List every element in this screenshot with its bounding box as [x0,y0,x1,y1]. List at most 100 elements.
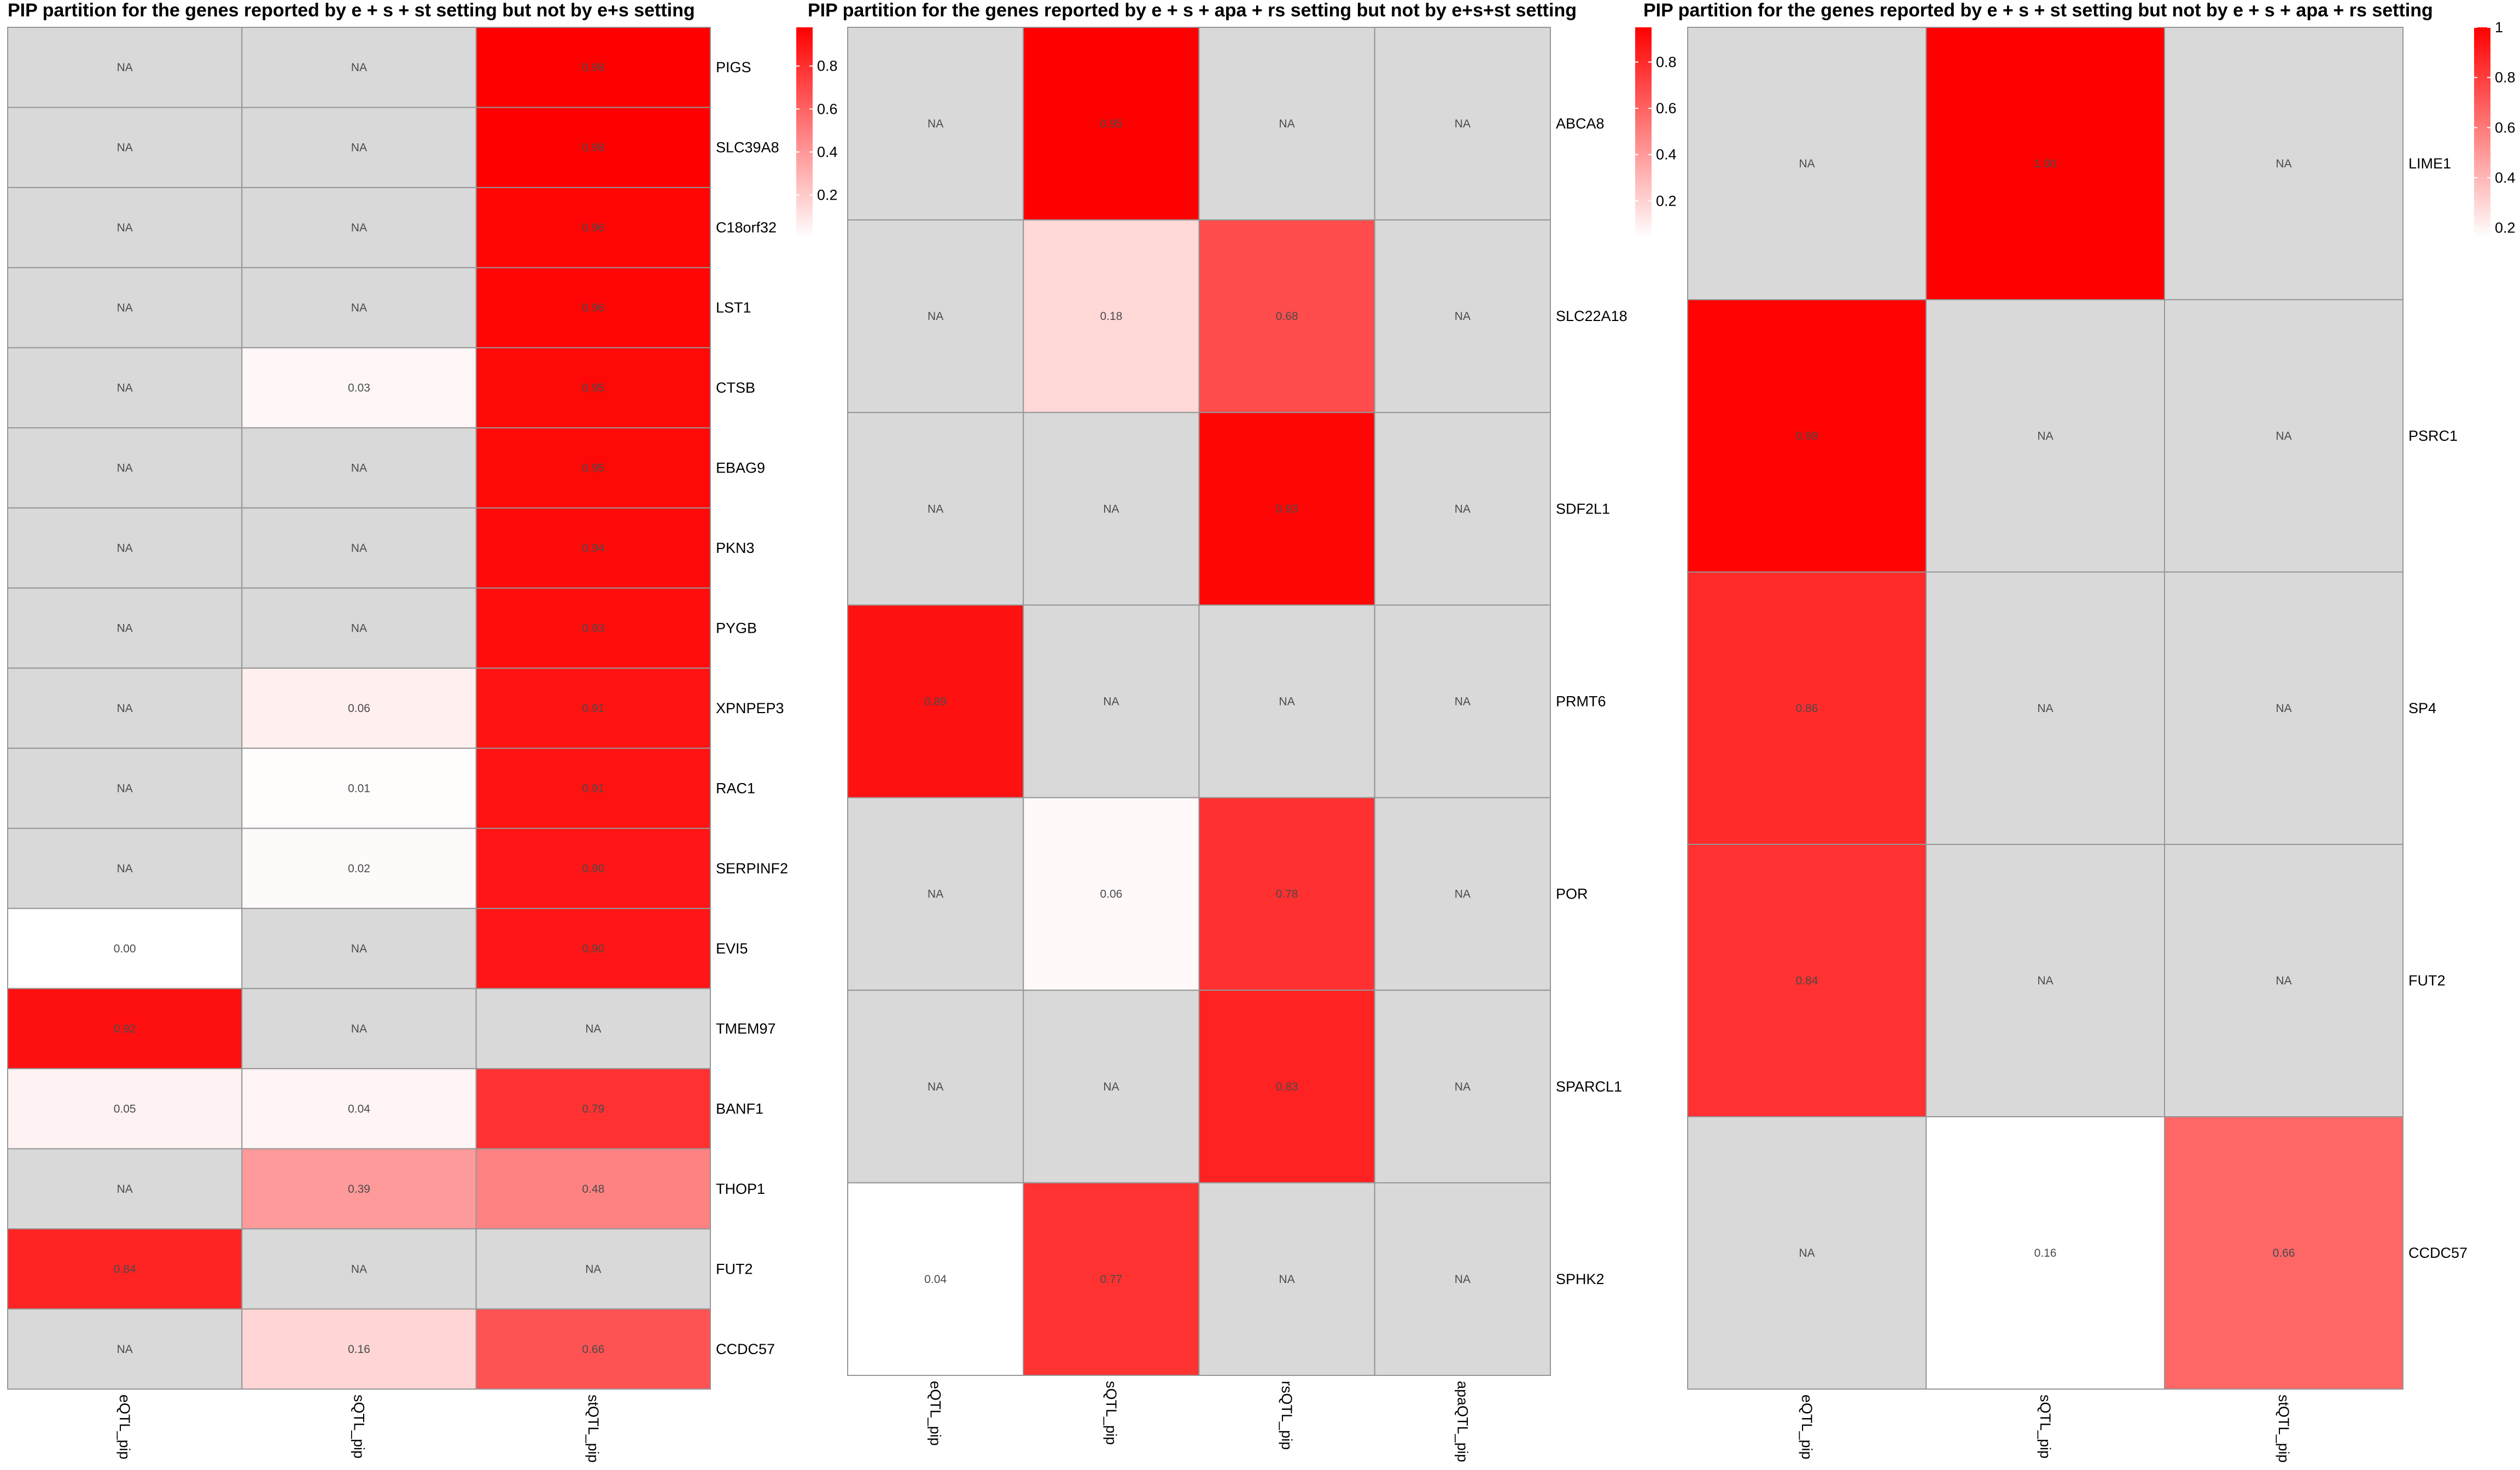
cell-value: NA [117,782,133,795]
row-label: CTSB [716,380,755,396]
row-label: SLC39A8 [716,139,779,156]
cell-value: NA [351,61,367,74]
heatmap-cell [2164,27,2404,300]
heatmap-cell [847,989,1024,1183]
heatmap-cell [847,604,1024,798]
heatmap-cell [475,988,711,1070]
cell-value: 0.90 [582,942,604,955]
cell-value: 0.95 [582,382,604,394]
heatmap-cell [475,1068,711,1150]
cell-value: 0.98 [582,61,604,74]
heatmap-cell [241,908,477,989]
cell-value: 0.68 [1276,310,1298,323]
cell-value: 0.05 [114,1102,136,1115]
legend-tick-label: 0.6 [1656,100,1677,116]
cell-value: NA [928,310,943,323]
cell-value: 0.06 [1100,888,1122,901]
heatmap-cell [241,1148,477,1230]
heatmap-cell [1023,989,1200,1183]
row-label: PRMT6 [1556,693,1606,710]
heatmap-cell [7,427,243,509]
legend-tick-label: 0.2 [2495,220,2516,236]
cell-value: 0.02 [348,862,370,875]
cell-value: NA [1455,888,1471,901]
cell-value: NA [1799,1247,1815,1259]
heatmap-cell [475,827,711,909]
heatmap-cell [241,186,477,269]
cell-value: 0.48 [582,1183,604,1195]
row-label: C18orf32 [716,219,777,236]
heatmap-cell [1374,989,1551,1183]
cell-value: NA [117,142,133,154]
heatmap-cell [7,827,243,909]
cell-value: 0.06 [348,702,370,715]
cell-value: NA [1279,1273,1295,1286]
legend-tick-label: 0.4 [2495,170,2516,186]
column-label: stQTL_pip [585,1395,602,1463]
cell-value: NA [928,888,943,901]
heatmap-cell [2164,1116,2404,1390]
legend-tick-label: 0.8 [2495,69,2516,86]
cell-value: 0.96 [582,221,604,234]
cell-value: 0.91 [582,702,604,715]
cell-value: NA [1103,503,1119,515]
heatmap-cell [7,908,243,989]
heatmap-cell [1198,797,1375,991]
heatmap-cell [475,748,711,829]
heatmap-cell [1687,571,1927,845]
row-label: PSRC1 [2408,428,2458,444]
heatmap-cell [7,507,243,589]
row-label: PIGS [716,59,751,75]
cell-value: NA [1455,503,1471,515]
heatmap-cell [1687,844,1927,1117]
heatmap-cell [1926,299,2165,573]
heatmap-panel-3: PIP partition for the genes reported by … [1643,0,2516,1463]
heatmap-cell [847,27,1024,221]
heatmap-cell [1198,27,1375,221]
heatmap-cell [847,412,1024,606]
row-label: SERPINF2 [716,860,788,877]
row-label: FUT2 [716,1261,753,1277]
row-label: PKN3 [716,540,755,556]
heatmap-cell [1198,989,1375,1183]
heatmap-cell [7,1308,243,1390]
heatmap-cell [2164,844,2404,1117]
heatmap-cell [241,27,477,108]
heatmap-cell [1198,412,1375,606]
row-label: SPARCL1 [1556,1078,1622,1095]
heatmap-cell [475,186,711,269]
legend-tick-label: 0.4 [1656,147,1677,163]
row-label: RAC1 [716,780,755,796]
heatmap-cell [7,267,243,348]
cell-value: NA [2037,975,2053,987]
heatmap-cell [241,347,477,429]
cell-value: 0.04 [924,1273,947,1286]
cell-value: 0.01 [348,782,370,795]
heatmap-cell [1023,219,1200,413]
cell-value: NA [1103,1081,1119,1093]
panel-title: PIP partition for the genes reported by … [1643,0,2433,21]
cell-value: NA [585,1263,601,1275]
column-label: rsQTL_pip [1279,1381,1295,1450]
cell-value: NA [1455,1081,1471,1093]
cell-value: 0.99 [1796,430,1818,442]
cell-value: 0.95 [1100,118,1122,130]
column-label: eQTL_pip [116,1395,133,1460]
column-label: sQTL_pip [351,1395,368,1459]
cell-value: 0.83 [1276,1081,1298,1093]
heatmap-cell [1374,1182,1551,1376]
heatmap-cell [1687,27,1927,300]
cell-value: NA [117,382,133,394]
cell-value: NA [1455,696,1471,708]
cell-value: 0.94 [582,542,604,555]
heatmap-panel-1: PIP partition for the genes reported by … [7,0,838,1463]
cell-value: 0.93 [1276,503,1298,515]
cell-value: NA [117,462,133,475]
cell-value: NA [2037,430,2053,442]
cell-value: NA [117,221,133,234]
panel-title: PIP partition for the genes reported by … [808,0,1577,21]
cell-value: NA [1279,118,1295,130]
cell-value: NA [2276,702,2291,715]
cell-value: NA [928,503,943,515]
